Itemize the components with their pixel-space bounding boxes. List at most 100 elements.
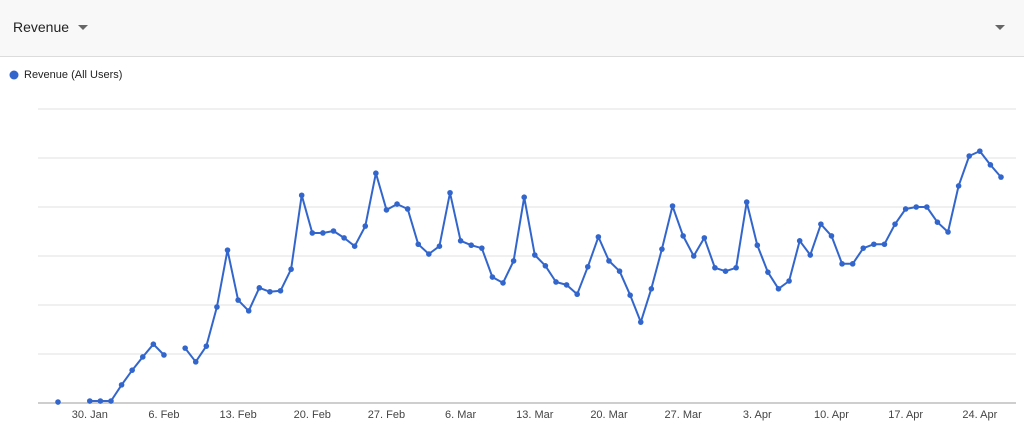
data-point	[860, 245, 867, 251]
data-point	[669, 203, 676, 209]
data-point	[224, 247, 231, 253]
data-point	[277, 287, 284, 294]
x-tick-label: 3. Apr	[743, 409, 772, 421]
data-point	[722, 268, 729, 274]
data-point	[786, 278, 792, 284]
data-point	[373, 170, 379, 176]
metric-selector[interactable]: Revenue	[13, 19, 70, 35]
data-point	[129, 367, 135, 373]
data-point	[680, 233, 686, 239]
data-point	[775, 286, 782, 292]
data-point	[627, 292, 633, 298]
data-point	[415, 241, 422, 248]
data-point	[150, 341, 157, 348]
data-point	[436, 243, 443, 249]
data-point	[394, 201, 400, 207]
x-tick-label: 10. Apr	[814, 409, 849, 421]
header: Revenue	[0, 0, 1024, 57]
data-point	[468, 242, 475, 249]
legend-marker	[9, 70, 19, 80]
data-point	[637, 319, 644, 325]
data-point	[118, 382, 125, 388]
data-point	[924, 204, 930, 210]
chart: 30. Jan 6. Feb 13. Feb 20. Feb 27. Feb 6. Mar…	[9, 69, 1016, 421]
data-point	[648, 286, 655, 292]
data-point	[902, 206, 909, 212]
data-point	[267, 288, 273, 295]
data-point	[330, 228, 337, 234]
data-point	[881, 241, 888, 248]
data-point	[86, 398, 93, 404]
data-point	[659, 246, 665, 252]
data-point	[998, 174, 1004, 180]
data-point	[987, 162, 994, 168]
data-point	[955, 183, 962, 189]
data-point	[934, 219, 941, 225]
data-point	[701, 235, 708, 241]
data-point	[309, 230, 316, 236]
data-point	[977, 148, 983, 154]
data-point	[733, 264, 739, 271]
data-point	[457, 238, 464, 244]
data-point	[192, 359, 199, 365]
data-point	[839, 261, 845, 267]
data-point	[203, 343, 210, 349]
x-tick-label: 17. Apr	[888, 409, 923, 421]
x-tick-label: 6. Mar	[445, 409, 477, 421]
data-point	[531, 252, 538, 258]
dropdown-icon[interactable]	[995, 25, 1005, 31]
data-point	[510, 258, 517, 264]
data-point	[320, 230, 326, 236]
data-point	[161, 352, 167, 358]
legend-label: Revenue (All Users)	[24, 69, 122, 81]
data-point	[256, 285, 263, 291]
data-point	[108, 398, 114, 404]
data-point	[500, 280, 506, 286]
data-point	[521, 194, 528, 200]
x-tick-label: 13. Mar	[516, 409, 554, 421]
x-tick-label: 27. Feb	[368, 409, 405, 421]
data-point	[383, 207, 390, 213]
data-point	[796, 238, 803, 244]
data-point	[288, 266, 294, 273]
x-tick-label: 30. Jan	[72, 409, 108, 421]
data-point	[849, 261, 856, 267]
data-point	[298, 192, 305, 199]
x-tick-label: 13. Feb	[219, 409, 256, 421]
dropdown-icon[interactable]	[78, 25, 88, 31]
data-point	[351, 243, 358, 249]
data-point	[743, 199, 750, 205]
data-point	[606, 258, 612, 264]
data-point	[447, 189, 453, 196]
x-tick-label: 24. Apr	[962, 409, 997, 421]
data-point	[214, 304, 220, 310]
data-point	[712, 264, 718, 271]
data-point	[362, 223, 369, 229]
data-point	[765, 269, 771, 275]
data-point	[584, 263, 591, 270]
data-point	[616, 268, 623, 274]
data-point	[182, 345, 188, 351]
data-point	[479, 245, 485, 251]
data-point	[404, 206, 411, 212]
data-point	[55, 399, 61, 405]
data-point	[595, 234, 602, 240]
data-point	[139, 354, 146, 360]
data-point	[563, 282, 570, 288]
data-point	[341, 235, 347, 241]
data-point	[818, 221, 824, 227]
data-point	[966, 153, 973, 159]
data-point	[489, 274, 496, 280]
data-point	[245, 308, 252, 314]
data-point	[913, 204, 920, 210]
data-point	[542, 263, 549, 269]
data-point	[754, 242, 761, 249]
data-point	[690, 253, 697, 259]
x-tick-label: 20. Mar	[590, 409, 628, 421]
data-point	[574, 291, 580, 298]
x-tick-label: 27. Mar	[664, 409, 702, 421]
x-tick-label: 20. Feb	[294, 409, 331, 421]
x-tick-label: 6. Feb	[148, 409, 179, 421]
data-point	[553, 279, 559, 285]
